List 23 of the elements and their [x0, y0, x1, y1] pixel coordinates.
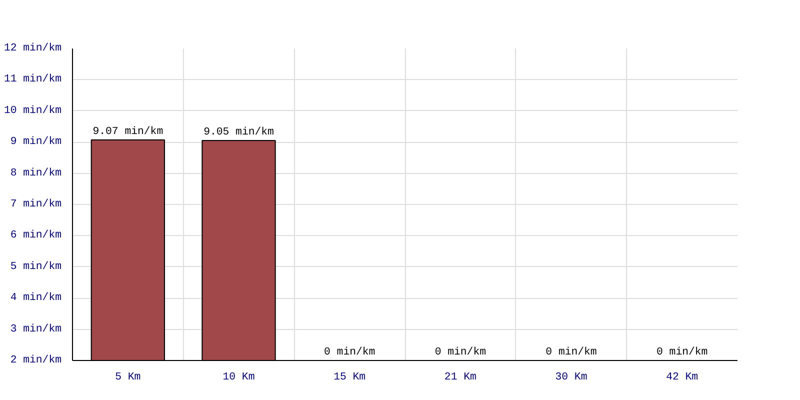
x-tick-label: 30 Km — [555, 372, 588, 384]
data-label: 9.07 min/km — [92, 126, 164, 138]
x-tick-label: 10 Km — [222, 372, 255, 384]
y-tick-label: 12 min/km — [4, 42, 62, 54]
y-tick-label: 9 min/km — [10, 136, 62, 148]
y-tick-label: 6 min/km — [10, 230, 62, 242]
text: 0 min/km — [546, 346, 597, 358]
y-tick-label: 10 min/km — [4, 104, 62, 117]
text: 0 min/km — [434, 346, 486, 358]
text: 0 min/km — [656, 346, 708, 358]
y-tick-label: 4 min/km — [10, 292, 62, 304]
x-tick-label: 21 Km — [444, 372, 476, 384]
y-tick-label: 2 min/km — [10, 354, 62, 366]
y-tick-label: 8 min/km — [10, 167, 62, 180]
x-tick-label: 42 Km — [666, 372, 698, 384]
x-tick-label: 5 Km — [115, 372, 141, 384]
y-tick-label: 7 min/km — [10, 198, 62, 210]
text: 0 min/km — [324, 346, 376, 358]
y-tick-label: 3 min/km — [10, 323, 62, 336]
y-tick-label: 11 min/km — [4, 74, 62, 86]
y-tick-label: 5 min/km — [10, 260, 62, 273]
x-tick-label: 15 Km — [334, 372, 366, 384]
data-label: 9.05 min/km — [204, 126, 274, 139]
